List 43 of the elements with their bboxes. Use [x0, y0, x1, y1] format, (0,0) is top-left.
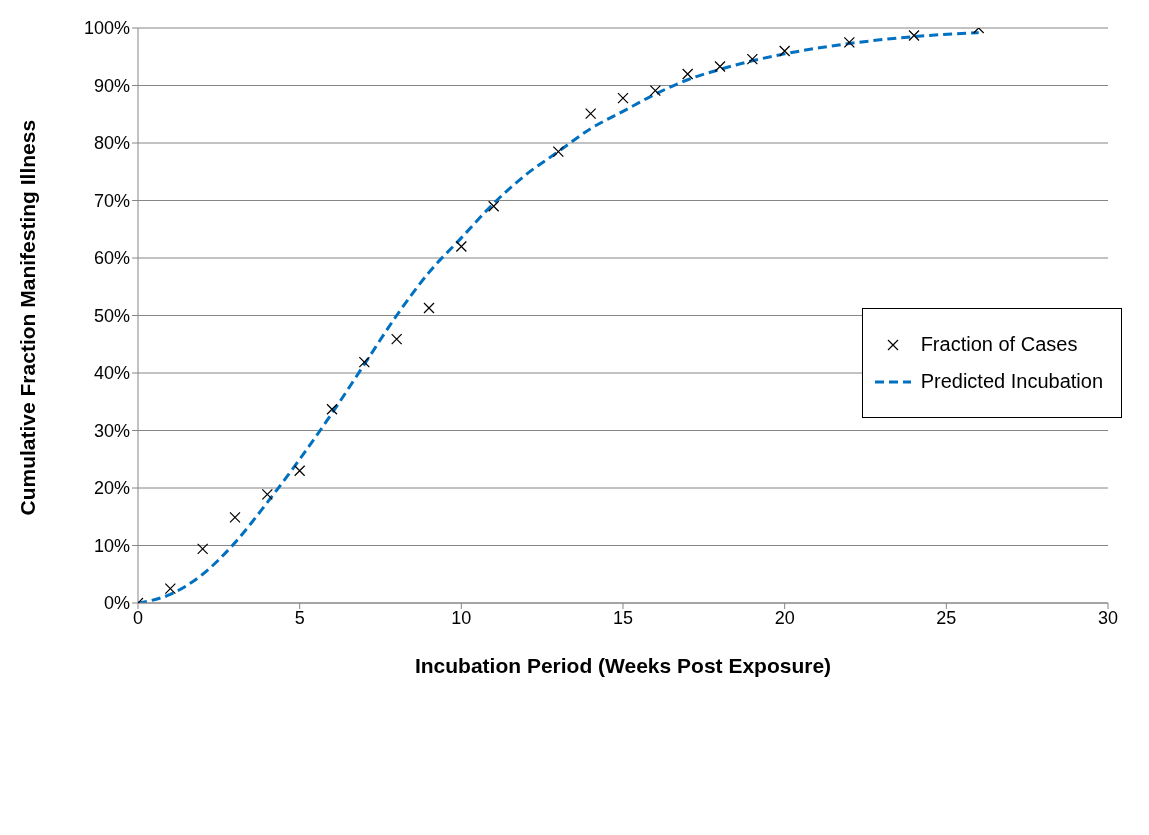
legend-label: Fraction of Cases	[920, 333, 1078, 356]
point	[649, 85, 661, 97]
point	[617, 92, 629, 104]
point	[229, 511, 241, 523]
x-tick-label: 0	[132, 607, 144, 628]
x-tick-label: 10	[451, 607, 472, 628]
x-axis-title: Incubation Period (Weeks Post Exposure)	[414, 654, 832, 677]
y-tick-label: 40%	[93, 363, 130, 384]
y-tick-label: 100%	[83, 18, 130, 39]
point	[455, 240, 467, 253]
point	[585, 108, 597, 120]
point	[714, 60, 726, 73]
legend-label: Predicted Incubation	[920, 370, 1103, 393]
point	[391, 333, 403, 345]
y-tick-label: 30%	[93, 420, 130, 441]
point	[164, 583, 176, 595]
y-tick-label: 0%	[103, 593, 130, 614]
y-tick-label: 80%	[93, 133, 130, 154]
y-tick-label: 50%	[93, 305, 130, 326]
y-tick-label: 70%	[93, 190, 130, 211]
x-tick-label: 30	[1097, 607, 1119, 628]
x-tick-label: 20	[774, 607, 795, 628]
y-tick-label: 90%	[93, 75, 130, 96]
y-axis-title: Cumulative Fraction Manifesting Illness	[16, 119, 40, 516]
point	[294, 465, 306, 477]
point	[779, 45, 791, 57]
point	[843, 36, 855, 48]
x-tick-label: 15	[612, 607, 634, 628]
point	[358, 356, 370, 368]
point	[682, 68, 694, 80]
point	[552, 146, 564, 158]
point	[908, 29, 920, 42]
x-tick-label: 25	[936, 607, 957, 628]
y-tick-label: 60%	[93, 248, 130, 269]
point	[197, 543, 209, 555]
point	[488, 200, 500, 212]
y-tick-label: 20%	[93, 478, 130, 499]
point	[326, 403, 338, 415]
x-tick-label: 5	[294, 607, 305, 628]
y-tick-label: 10%	[93, 535, 130, 556]
point	[261, 488, 273, 500]
point	[423, 302, 435, 314]
point	[746, 53, 758, 65]
